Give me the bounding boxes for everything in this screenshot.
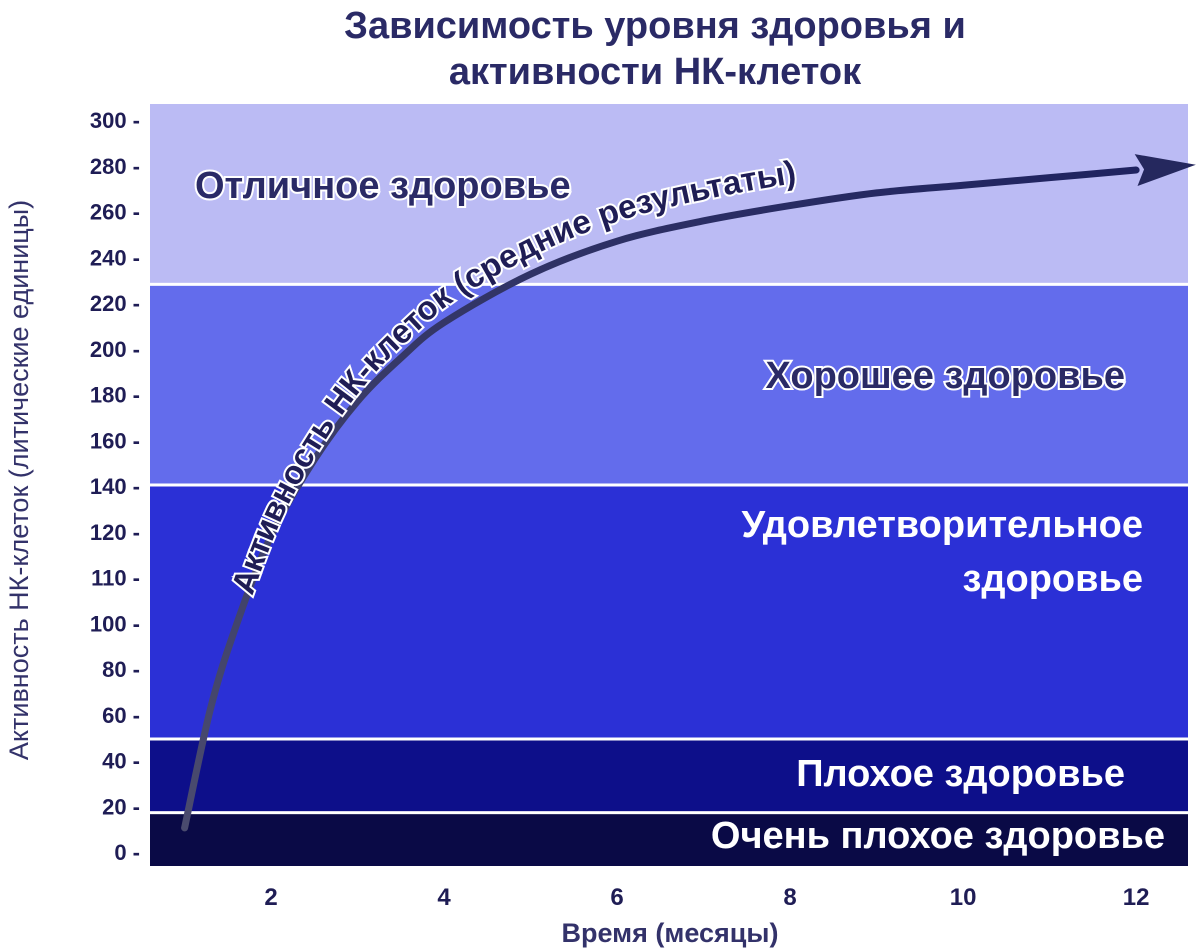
y-tick-label: 120 -	[90, 520, 140, 545]
y-tick-label: 20 -	[102, 794, 140, 819]
x-tick-label: 10	[950, 884, 977, 911]
y-tick-label: 300 -	[90, 108, 140, 133]
y-tick-label: 260 -	[90, 200, 140, 225]
x-tick-label: 12	[1123, 884, 1150, 911]
zone-separator	[150, 737, 1188, 741]
zone-label-2-line-1: здоровье	[963, 558, 1144, 600]
zone-separator	[150, 282, 1188, 286]
health-zone-labels: Очень плохое здоровье Плохое здоровье Удов…	[193, 163, 1165, 857]
y-tick-label: 60 -	[102, 703, 140, 728]
zone-band-2	[150, 485, 1188, 739]
chart-title-line-1: Зависимость уровня здоровья и	[344, 5, 966, 47]
zone-separator	[150, 483, 1188, 487]
x-tick-label: 4	[437, 884, 451, 911]
zone-label-4: Отличное здоровье	[195, 165, 571, 207]
zone-band-1	[150, 739, 1188, 813]
zone-label-2-line-0: Удовлетворительное	[741, 504, 1143, 546]
x-tick-label: 6	[610, 884, 623, 911]
y-tick-label: 140 -	[90, 474, 140, 499]
y-tick-label: 180 -	[90, 383, 140, 408]
zone-separator	[150, 811, 1188, 815]
y-tick-label: 0 -	[114, 840, 140, 865]
y-tick-label: 220 -	[90, 291, 140, 316]
y-tick-label: 40 -	[102, 749, 140, 774]
x-axis-label: Время (месяцы)	[562, 918, 779, 948]
zone-band-4	[150, 104, 1188, 285]
y-tick-label: 110 -	[91, 566, 140, 591]
zone-label-0: Очень плохое здоровье	[711, 815, 1165, 857]
nk-activity-curve	[181, 166, 1140, 832]
y-axis-label: Активность НК-клеток (литические единицы…	[4, 200, 34, 760]
x-axis-ticks: 2 4 6 8 10 12	[264, 884, 1149, 911]
y-tick-label: 240 -	[90, 245, 140, 270]
y-axis-ticks: 300 - 280 - 260 - 240 - 220 - 200 - 180 - 160 -…	[90, 108, 140, 865]
health-zones	[150, 104, 1188, 866]
chart-title: Зависимость уровня здоровья и активности…	[341, 2, 970, 97]
y-tick-label: 100 -	[90, 611, 140, 636]
curve-arrowhead	[1134, 154, 1196, 186]
chart-title-line-2: активности НК-клеток	[449, 51, 862, 93]
zone-label-3: Хорошее здоровье	[766, 355, 1125, 397]
y-tick-label: 160 -	[90, 428, 140, 453]
y-tick-label: 80 -	[102, 657, 140, 682]
zone-band-0	[150, 812, 1188, 866]
x-tick-label: 8	[783, 884, 796, 911]
zone-label-1: Плохое здоровье	[796, 753, 1125, 795]
y-tick-label: 200 -	[90, 337, 140, 362]
x-tick-label: 2	[264, 884, 277, 911]
y-tick-label: 280 -	[90, 154, 140, 179]
